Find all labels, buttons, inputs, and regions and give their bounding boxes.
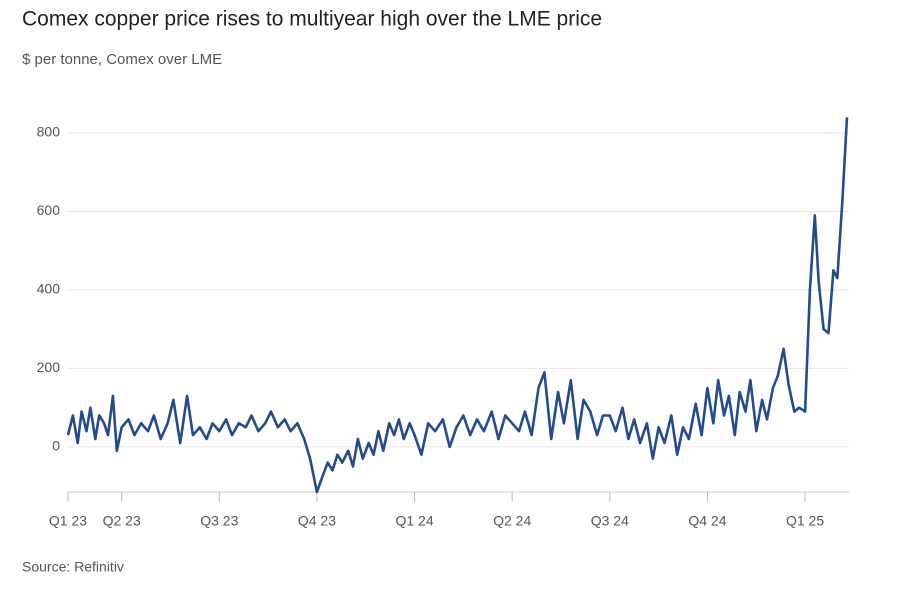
y-tick-label: 200 <box>37 359 61 375</box>
x-tick-label: Q3 23 <box>200 513 238 529</box>
x-tick-label: Q4 23 <box>298 513 336 529</box>
source: Source: Refinitiv <box>22 559 124 575</box>
x-tick-label: Q1 25 <box>786 513 824 529</box>
x-tick-label: Q1 24 <box>395 513 433 529</box>
x-tick-label: Q4 24 <box>688 513 726 529</box>
y-tick-label: 0 <box>52 438 60 454</box>
x-tick-label: Q3 24 <box>591 513 629 529</box>
chart-subtitle: $ per tonne, Comex over LME <box>22 51 222 68</box>
y-tick-label: 400 <box>37 281 61 297</box>
x-tick-label: Q2 23 <box>103 513 141 529</box>
y-tick-label: 800 <box>37 124 61 140</box>
x-tick-label: Q1 23 <box>49 513 87 529</box>
line-series <box>66 117 849 494</box>
x-tick-label: Q2 24 <box>493 513 531 529</box>
y-tick-label: 600 <box>37 202 61 218</box>
chart-title: Comex copper price rises to multiyear hi… <box>22 8 602 31</box>
